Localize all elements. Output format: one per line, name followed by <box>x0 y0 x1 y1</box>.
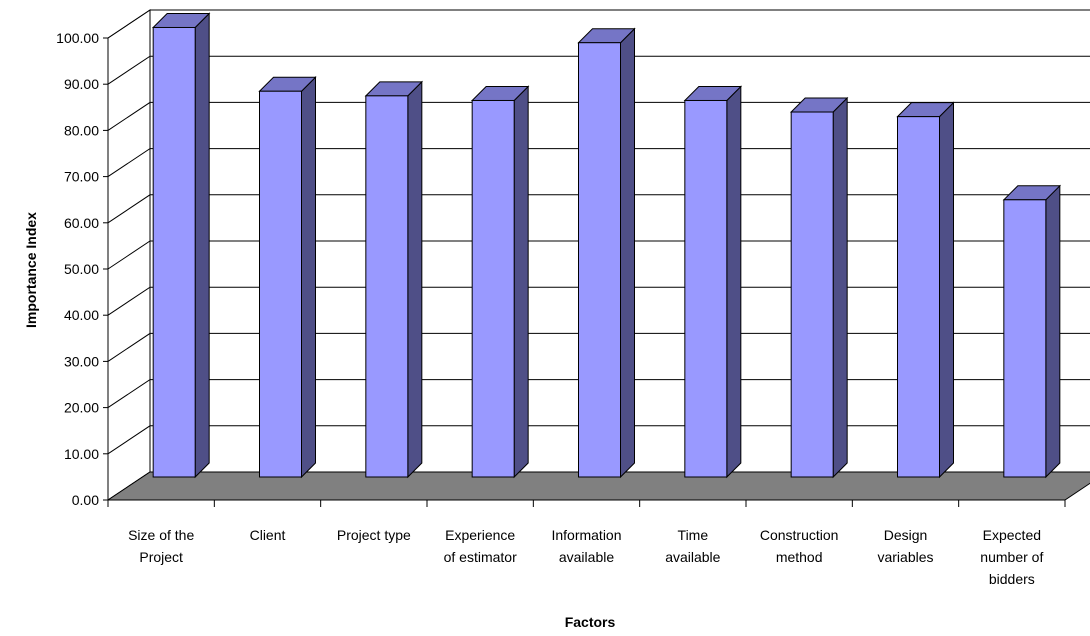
x-axis-title: Factors <box>565 614 616 630</box>
x-category-label: Information available <box>551 527 621 565</box>
gridline <box>107 286 1090 316</box>
y-tick-label: 10.00 <box>64 446 99 462</box>
y-tick-label: 100.00 <box>56 30 99 46</box>
bar-side <box>726 85 742 479</box>
bar <box>258 76 317 479</box>
x-category-label-line: Project <box>139 549 183 565</box>
gridline <box>107 332 1090 362</box>
x-category-label-line: bidders <box>989 571 1035 587</box>
bar-front <box>897 116 940 478</box>
y-tick-label: 50.00 <box>64 261 99 277</box>
gridline <box>107 194 1090 224</box>
bar <box>896 101 955 479</box>
y-tick-label: 70.00 <box>64 169 99 185</box>
y-axis-tick-labels: 0.00 10.00 20.00 30.00 40.00 50.00 60.00 70.00 8… <box>56 30 99 508</box>
x-category-label: Experience of estimator <box>444 527 517 565</box>
x-category-label: Size of the Project <box>128 527 194 565</box>
gridline <box>107 101 1090 131</box>
x-category-label-line: Size of the <box>128 527 194 543</box>
bar-front <box>365 95 409 478</box>
bar-side <box>620 27 635 479</box>
bar-front <box>684 99 728 478</box>
x-axis-category-labels: Size of the Project Client Project type Expe… <box>128 527 1043 587</box>
bar-front <box>1003 199 1047 478</box>
bars <box>151 12 1062 479</box>
bar-front <box>259 90 302 478</box>
x-category-label-line: number of <box>980 549 1043 565</box>
bar <box>577 27 636 479</box>
y-tick-label: 60.00 <box>64 215 99 231</box>
bar <box>683 85 743 479</box>
gridline <box>107 240 1090 270</box>
bar-side <box>301 76 316 479</box>
gridline <box>107 9 1090 39</box>
x-category-label-line: of estimator <box>444 549 517 565</box>
bar <box>789 96 849 479</box>
x-category-label-line: Design <box>884 527 928 543</box>
x-category-label: Time available <box>665 527 720 565</box>
x-category-label-line: Time <box>678 527 709 543</box>
x-category-label: Expected number of bidders <box>980 527 1043 587</box>
bar <box>364 80 424 479</box>
x-category-label-line: Experience <box>445 527 515 543</box>
x-category-label: Construction method <box>760 527 839 565</box>
gridline <box>107 55 1090 85</box>
x-category-label-line: available <box>559 549 614 565</box>
y-tick-label: 0.00 <box>72 492 99 508</box>
bar <box>1002 184 1062 479</box>
x-category-label-line: Project type <box>337 527 411 543</box>
x-category-label: Client <box>250 527 286 543</box>
y-tick-label: 40.00 <box>64 307 99 323</box>
x-category-label: Project type <box>337 527 411 543</box>
bar-side <box>194 12 210 479</box>
bar <box>151 12 211 479</box>
x-category-label-line: Client <box>250 527 286 543</box>
bar-side <box>1045 184 1061 479</box>
y-tick-label: 20.00 <box>64 400 99 416</box>
bar-front <box>790 111 834 478</box>
bar-side <box>939 101 954 479</box>
bar-front <box>578 42 621 478</box>
x-category-label-line: Information <box>551 527 621 543</box>
x-category-label: Design variables <box>877 527 933 565</box>
bar-side <box>832 96 848 479</box>
gridline <box>107 379 1090 409</box>
y-tick-label: 30.00 <box>64 353 99 369</box>
gridline <box>107 425 1090 455</box>
chart-floor <box>106 38 1090 507</box>
bar-front <box>471 99 515 478</box>
y-tick-label: 80.00 <box>64 122 99 138</box>
bar <box>470 85 530 479</box>
x-category-label-line: method <box>776 549 823 565</box>
gridline <box>107 148 1090 178</box>
y-tick-label: 90.00 <box>64 76 99 92</box>
bar-side <box>407 80 423 479</box>
y-axis-title: Importance Index <box>23 212 39 328</box>
x-category-label-line: Construction <box>760 527 839 543</box>
bar-side <box>513 85 529 479</box>
x-category-label-line: Expected <box>983 527 1041 543</box>
bar-front <box>152 26 196 478</box>
x-category-label-line: variables <box>877 549 933 565</box>
x-category-label-line: available <box>665 549 720 565</box>
